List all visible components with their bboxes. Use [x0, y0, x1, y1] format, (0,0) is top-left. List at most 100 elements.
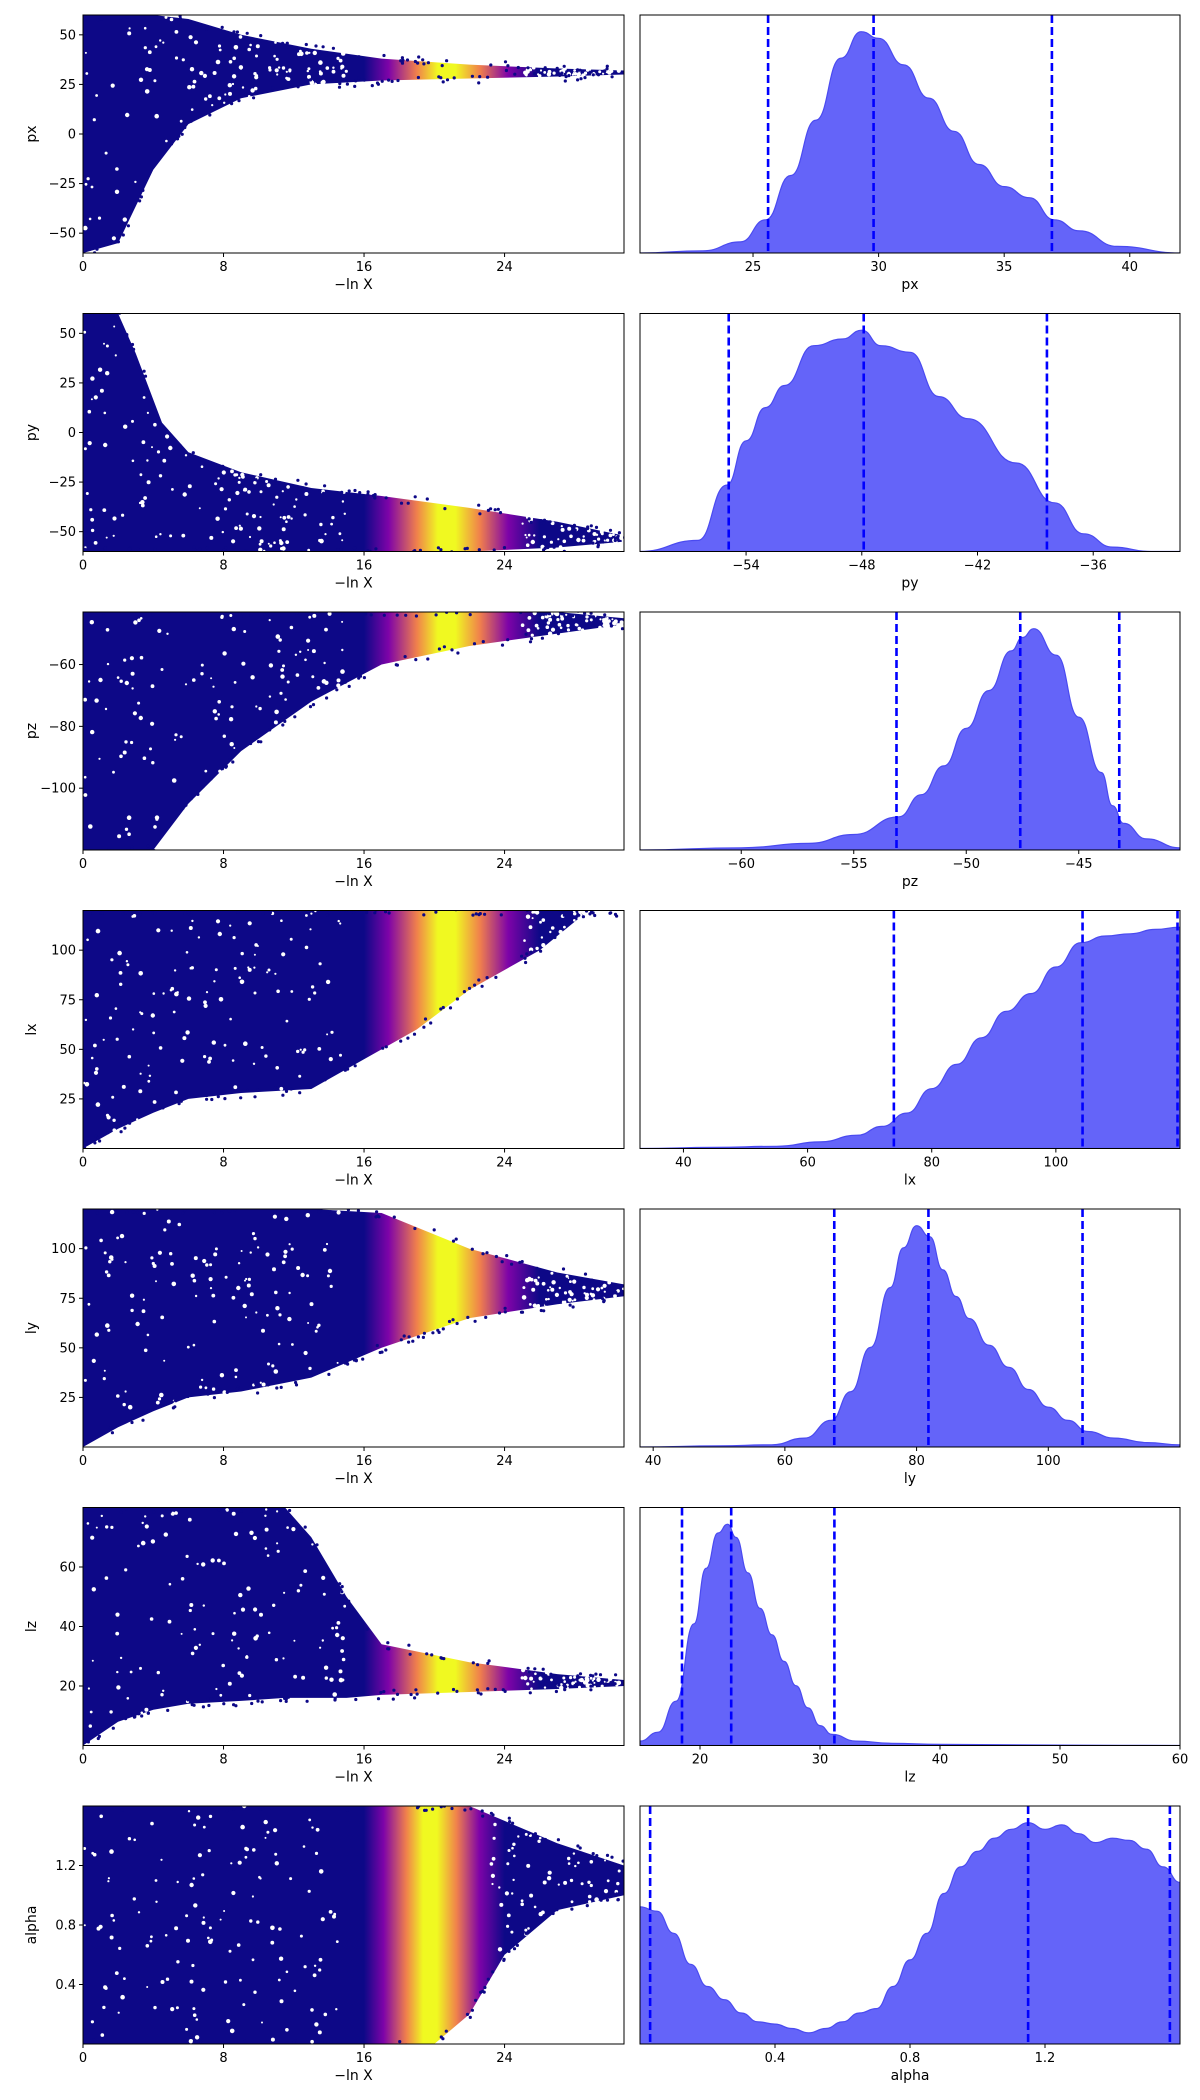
- scatter-point: [462, 990, 466, 994]
- scatter-gap: [531, 1287, 536, 1292]
- scatter-gap: [602, 72, 605, 75]
- x-tick-label: 24: [496, 559, 513, 574]
- scatter-gap: [585, 1678, 590, 1683]
- scatter-gap: [531, 910, 535, 914]
- scatter-point: [544, 612, 548, 616]
- scatter-gap: [570, 1900, 574, 1904]
- scatter-gap: [331, 1626, 334, 1630]
- scatter-gap: [534, 910, 540, 915]
- scatter-gap: [567, 526, 572, 531]
- scatter-point: [88, 1802, 91, 1805]
- scatter-point: [494, 1254, 498, 1259]
- y-tick-label: 100: [51, 944, 76, 959]
- scatter-gap: [275, 57, 279, 61]
- scatter-gap: [547, 1672, 551, 1676]
- scatter-gap: [179, 119, 183, 123]
- scatter-gap: [231, 539, 236, 544]
- scatter-point: [443, 507, 447, 511]
- scatter-gap: [254, 943, 258, 947]
- scatter-point: [413, 549, 417, 552]
- scatter-point: [452, 76, 456, 80]
- scatter-gap: [556, 618, 560, 622]
- scatter-point: [599, 1898, 603, 1902]
- x-tick-label: −55: [840, 857, 867, 872]
- scatter-gap: [163, 1532, 168, 1537]
- scatter-gap: [187, 85, 192, 90]
- scatter-point: [590, 1279, 594, 1283]
- scatter-point: [591, 73, 595, 77]
- y-tick-label: 25: [59, 1391, 76, 1406]
- scatter-point: [456, 651, 460, 655]
- scatter-point: [546, 545, 550, 550]
- scatter-point: [224, 764, 228, 768]
- scatter-point: [441, 1327, 445, 1331]
- scatter-gap: [214, 482, 218, 486]
- scatter-gap: [258, 547, 263, 552]
- scatter-gap: [154, 45, 158, 49]
- scatter-point: [613, 538, 617, 543]
- scatter-point: [380, 79, 384, 83]
- scatter-point: [250, 2041, 254, 2044]
- scatter-gap: [265, 1508, 268, 1511]
- scatter-gap: [589, 1883, 593, 1888]
- scatter-gap: [338, 1669, 343, 1674]
- scatter-gap: [222, 1390, 227, 1395]
- scatter-point: [553, 906, 556, 909]
- scatter-gap: [138, 971, 143, 976]
- scatter-point: [317, 1210, 321, 1214]
- scatter-gap: [281, 527, 286, 532]
- scatter-gap: [535, 946, 539, 951]
- scatter-gap: [554, 1292, 560, 1297]
- scatter-point: [254, 478, 258, 482]
- scatter-point: [584, 910, 589, 913]
- scatter-gap: [160, 668, 164, 671]
- scatter-gap: [343, 512, 346, 515]
- scatter-gap: [85, 72, 89, 75]
- scatter-point: [528, 1691, 532, 1695]
- scatter-gap: [113, 325, 116, 328]
- scatter-gap: [266, 1830, 270, 1834]
- scatter-gap: [150, 1935, 153, 1939]
- scatter-gap: [141, 1309, 146, 1314]
- scatter-point: [393, 2046, 396, 2049]
- y-tick-label: 1.2: [55, 1859, 76, 1874]
- scatter-point: [447, 1319, 452, 1324]
- scatter-gap: [238, 1592, 243, 1598]
- scatter-gap: [560, 527, 565, 532]
- scatter-gap: [296, 1049, 300, 1054]
- scatter-gap: [117, 950, 122, 956]
- scatter-gap: [149, 1617, 154, 1621]
- scatter-point: [519, 612, 523, 615]
- x-tick-label: 50: [1052, 1753, 1069, 1768]
- scatter-point: [603, 613, 607, 617]
- scatter-gap: [571, 73, 575, 76]
- scatter-gap: [598, 625, 602, 630]
- scatter-gap: [290, 1247, 294, 1251]
- scatter-gap: [213, 980, 216, 983]
- scatter-point: [125, 334, 129, 338]
- scatter-gap: [204, 1386, 208, 1390]
- scatter-point: [100, 911, 104, 915]
- scatter-point: [450, 1806, 454, 1811]
- scatter-gap: [335, 1940, 339, 1943]
- scatter-gap: [152, 1100, 157, 1104]
- scatter-gap: [560, 616, 565, 621]
- scatter-point: [232, 30, 236, 34]
- scatter-gap: [146, 411, 149, 414]
- scatter-gap: [282, 664, 285, 668]
- scatter-gap: [133, 620, 138, 625]
- scatter-point: [595, 1854, 599, 1858]
- scatter-gap: [212, 709, 217, 714]
- scatter-point: [422, 62, 426, 66]
- scatter-gap: [193, 1256, 198, 1261]
- scatter-point: [210, 463, 215, 467]
- scatter-point: [284, 1085, 288, 1089]
- scatter-point: [486, 1661, 490, 1665]
- scatter-point: [594, 525, 599, 530]
- scatter-point: [430, 1653, 434, 1657]
- scatter-gap: [153, 2005, 157, 2010]
- scatter-gap: [599, 618, 602, 621]
- scatter-gap: [150, 1256, 154, 1260]
- scatter-point: [470, 1247, 474, 1251]
